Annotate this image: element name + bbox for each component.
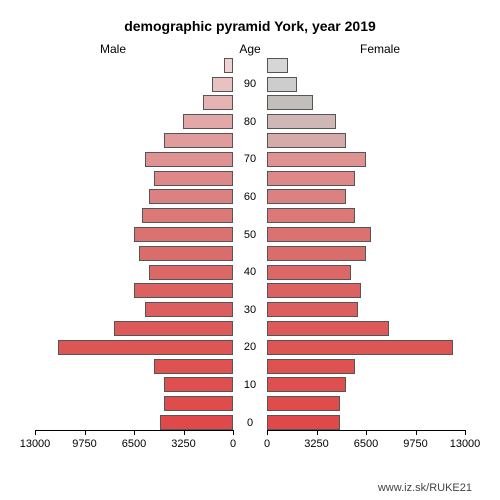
female-bar: [267, 58, 288, 73]
male-bar: [224, 58, 233, 73]
male-bar: [145, 152, 233, 167]
female-bar: [267, 340, 453, 355]
male-bar: [58, 340, 233, 355]
x-tick-label: 3250: [304, 438, 328, 450]
age-tick-label: 40: [233, 266, 267, 278]
age-tick-label: 10: [233, 379, 267, 391]
x-tick: [267, 430, 268, 435]
male-bar: [139, 246, 233, 261]
chart-title: demographic pyramid York, year 2019: [0, 18, 500, 34]
male-bar: [142, 208, 233, 223]
male-bar: [134, 283, 233, 298]
female-bar: [267, 302, 358, 317]
x-tick-label: 0: [264, 438, 270, 450]
female-bar: [267, 189, 346, 204]
female-bar: [267, 246, 366, 261]
male-bar: [203, 95, 233, 110]
female-bar: [267, 133, 346, 148]
x-tick-label: 13000: [450, 438, 481, 450]
age-tick-label: 50: [233, 229, 267, 241]
female-bar: [267, 77, 297, 92]
x-tick: [35, 430, 36, 435]
female-label: Female: [360, 42, 400, 56]
x-tick-label: 3250: [171, 438, 195, 450]
x-tick: [85, 430, 86, 435]
age-tick-label: 20: [233, 341, 267, 353]
male-bar: [164, 396, 233, 411]
x-tick: [366, 430, 367, 435]
male-bar: [183, 114, 233, 129]
source-text: www.iz.sk/RUKE21: [378, 482, 472, 494]
x-tick: [416, 430, 417, 435]
x-tick: [134, 430, 135, 435]
female-bar: [267, 171, 355, 186]
x-tick: [233, 430, 234, 435]
pyramid-container: demographic pyramid York, year 2019 Male…: [0, 0, 500, 500]
female-bar: [267, 283, 361, 298]
x-tick-label: 13000: [20, 438, 51, 450]
age-tick-label: 70: [233, 153, 267, 165]
male-bar: [164, 377, 233, 392]
male-bar: [149, 189, 233, 204]
male-bar: [212, 77, 233, 92]
chart-area: 0102030405060708090130009750650032500032…: [35, 56, 465, 432]
x-tick: [184, 430, 185, 435]
male-bar: [145, 302, 233, 317]
female-bar: [267, 415, 340, 430]
female-bar: [267, 396, 340, 411]
age-tick-label: 30: [233, 304, 267, 316]
female-bar: [267, 265, 351, 280]
x-tick: [465, 430, 466, 435]
age-label: Age: [0, 42, 500, 56]
male-bar: [154, 359, 233, 374]
female-bar: [267, 208, 355, 223]
x-tick-label: 9750: [72, 438, 96, 450]
female-bar: [267, 95, 313, 110]
age-tick-label: 80: [233, 116, 267, 128]
male-bar: [149, 265, 233, 280]
x-tick-label: 9750: [403, 438, 427, 450]
x-tick-label: 0: [230, 438, 236, 450]
female-bar: [267, 152, 366, 167]
male-bar: [154, 171, 233, 186]
x-tick-label: 6500: [354, 438, 378, 450]
female-bar: [267, 321, 389, 336]
female-bar: [267, 114, 336, 129]
male-bar: [134, 227, 233, 242]
female-bar: [267, 377, 346, 392]
male-bar: [160, 415, 233, 430]
age-tick-label: 90: [233, 78, 267, 90]
age-tick-label: 60: [233, 191, 267, 203]
age-tick-label: 0: [233, 417, 267, 429]
male-bar: [114, 321, 233, 336]
male-bar: [164, 133, 233, 148]
female-bar: [267, 359, 355, 374]
x-tick-label: 6500: [122, 438, 146, 450]
x-tick: [317, 430, 318, 435]
female-bar: [267, 227, 371, 242]
